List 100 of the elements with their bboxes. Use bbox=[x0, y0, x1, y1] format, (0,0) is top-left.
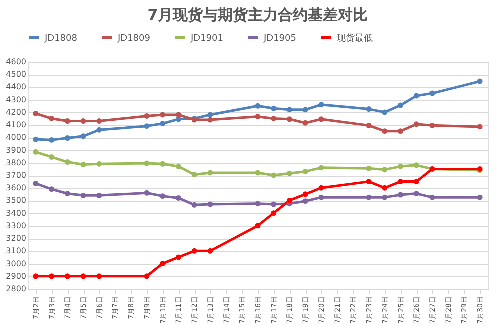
y-tick-label: 3800 bbox=[6, 158, 26, 168]
y-tick-label: 4600 bbox=[6, 58, 26, 66]
point bbox=[414, 162, 420, 168]
point bbox=[302, 168, 308, 174]
point bbox=[398, 164, 404, 170]
y-tick-label: 2900 bbox=[6, 272, 26, 281]
point bbox=[96, 127, 102, 133]
y-tick-label: 3700 bbox=[6, 171, 26, 180]
y-tick-label: 4400 bbox=[6, 82, 26, 92]
point bbox=[414, 179, 420, 185]
point bbox=[33, 110, 39, 116]
point bbox=[33, 180, 39, 186]
y-tick-label: 4100 bbox=[6, 120, 26, 130]
point bbox=[176, 112, 182, 118]
point bbox=[271, 106, 277, 112]
point bbox=[398, 192, 404, 198]
point bbox=[33, 149, 39, 155]
y-tick-label: 3300 bbox=[6, 221, 26, 230]
y-tick-label: 3000 bbox=[6, 259, 26, 268]
point bbox=[382, 110, 388, 116]
point bbox=[414, 93, 420, 99]
point bbox=[398, 179, 404, 185]
y-tick-label: 3600 bbox=[6, 184, 26, 193]
point bbox=[144, 113, 150, 119]
point bbox=[414, 122, 420, 128]
point bbox=[80, 274, 86, 280]
point bbox=[477, 124, 483, 130]
legend-label: JD1905 bbox=[263, 34, 296, 44]
legend-label: 现货最低 bbox=[337, 32, 373, 44]
point bbox=[192, 248, 198, 254]
point bbox=[64, 160, 70, 165]
point bbox=[366, 166, 372, 172]
point bbox=[271, 116, 277, 122]
point bbox=[208, 112, 214, 118]
point bbox=[318, 165, 324, 171]
point bbox=[430, 194, 436, 200]
y-tick-label: 4300 bbox=[6, 95, 26, 104]
point bbox=[160, 121, 166, 127]
point bbox=[382, 167, 388, 173]
point bbox=[318, 116, 324, 122]
point bbox=[366, 179, 372, 185]
point bbox=[366, 194, 372, 200]
point bbox=[382, 128, 388, 134]
point bbox=[302, 107, 308, 113]
y-tick-label: 4200 bbox=[6, 108, 26, 117]
point bbox=[96, 161, 102, 167]
point bbox=[176, 164, 182, 170]
point bbox=[49, 116, 55, 122]
point bbox=[255, 114, 261, 120]
point bbox=[382, 185, 388, 191]
point bbox=[366, 122, 372, 128]
point bbox=[33, 274, 39, 280]
point bbox=[49, 274, 55, 280]
point bbox=[96, 274, 102, 280]
point bbox=[286, 116, 292, 122]
point bbox=[414, 191, 420, 197]
point bbox=[271, 202, 277, 208]
point bbox=[318, 185, 324, 191]
point bbox=[286, 170, 292, 176]
point bbox=[80, 134, 86, 140]
point bbox=[49, 137, 55, 143]
point bbox=[271, 172, 277, 178]
point bbox=[255, 201, 261, 207]
point bbox=[430, 122, 436, 128]
point bbox=[64, 191, 70, 197]
point bbox=[286, 198, 292, 204]
point bbox=[255, 103, 261, 109]
y-tick-label: 3100 bbox=[6, 246, 26, 256]
point bbox=[398, 102, 404, 108]
point bbox=[366, 106, 372, 112]
point bbox=[160, 194, 166, 200]
point bbox=[144, 274, 150, 280]
legend-label: JD1901 bbox=[190, 34, 224, 44]
point bbox=[286, 107, 292, 113]
point bbox=[49, 186, 55, 192]
point bbox=[80, 192, 86, 198]
point bbox=[64, 118, 70, 124]
point bbox=[64, 136, 70, 142]
point bbox=[64, 274, 70, 280]
point bbox=[176, 195, 182, 201]
point bbox=[160, 261, 166, 267]
y-tick-label: 3900 bbox=[6, 146, 26, 155]
point bbox=[430, 90, 436, 96]
point bbox=[160, 112, 166, 118]
point bbox=[398, 128, 404, 134]
y-tick-label: 3500 bbox=[6, 196, 26, 206]
point bbox=[208, 202, 214, 208]
point bbox=[192, 202, 198, 208]
point bbox=[176, 116, 182, 122]
point bbox=[208, 117, 214, 123]
point bbox=[255, 170, 261, 176]
point bbox=[144, 190, 150, 196]
point bbox=[49, 154, 55, 160]
point bbox=[80, 162, 86, 168]
point bbox=[176, 254, 182, 260]
point bbox=[96, 118, 102, 124]
y-tick-label: 3400 bbox=[6, 208, 26, 218]
chart-title: 7月现货与期货主力合约基差对比 bbox=[148, 6, 368, 24]
point bbox=[318, 102, 324, 108]
y-tick-label: 4000 bbox=[6, 133, 26, 142]
